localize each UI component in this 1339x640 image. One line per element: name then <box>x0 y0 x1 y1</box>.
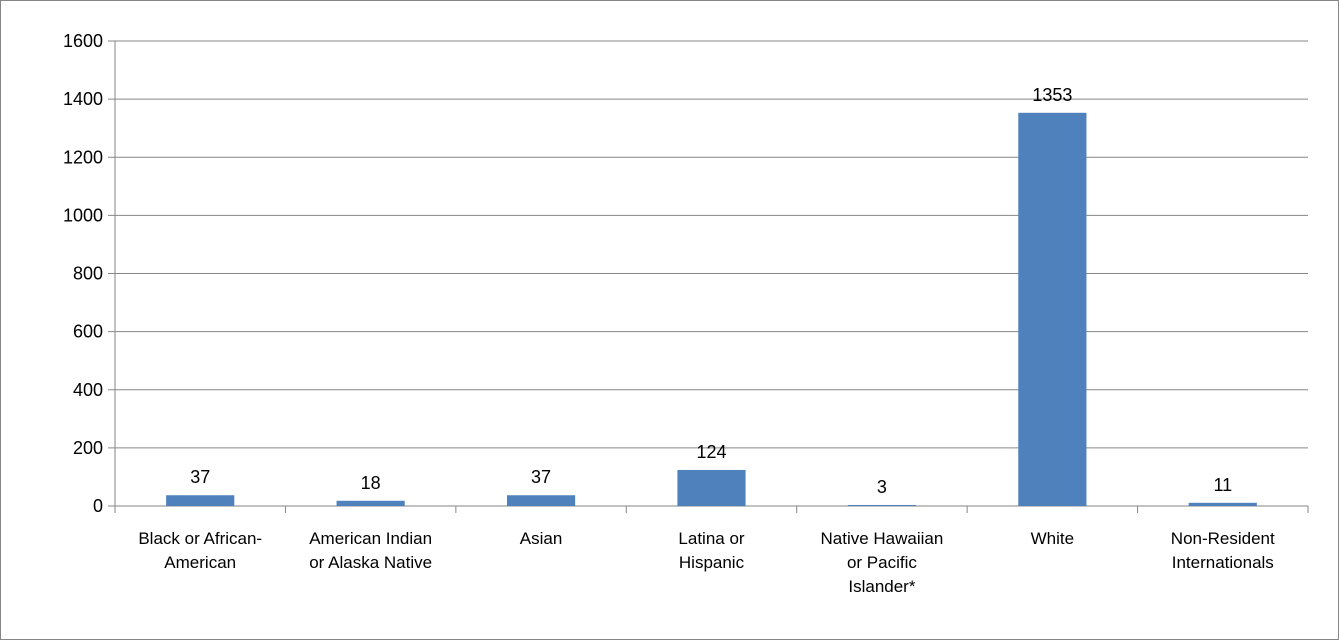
y-tick-label: 400 <box>73 380 103 400</box>
bar <box>677 469 746 506</box>
data-label: 11 <box>1213 475 1232 495</box>
bar <box>166 495 235 506</box>
data-label: 124 <box>696 442 726 462</box>
y-tick-label: 1600 <box>63 31 103 51</box>
data-label: 1353 <box>1032 85 1072 105</box>
bar <box>847 505 917 506</box>
data-label: 37 <box>531 467 551 487</box>
x-category-label: Black or African-American <box>138 529 262 572</box>
x-category-label: Asian <box>520 529 563 548</box>
y-tick-label: 800 <box>73 264 103 284</box>
bar <box>1188 502 1257 506</box>
y-tick-label: 1000 <box>63 205 103 225</box>
data-label: 18 <box>361 473 381 493</box>
data-label: 3 <box>877 477 887 497</box>
y-tick-label: 600 <box>73 322 103 342</box>
x-category-label: Non-Resident Internationals <box>1171 529 1275 572</box>
y-tick-label: 1400 <box>63 89 103 109</box>
bar <box>336 500 405 506</box>
x-category-label: American Indian or Alaska Native <box>309 529 432 572</box>
x-category-label: White <box>1031 529 1074 548</box>
y-tick-label: 1200 <box>63 147 103 167</box>
y-tick-label: 200 <box>73 438 103 458</box>
data-label: 37 <box>190 467 210 487</box>
bar <box>1018 112 1087 507</box>
x-category-label: Latina or Hispanic <box>678 529 744 572</box>
x-category-label: Native Hawaiian or Pacific Islander* <box>821 529 944 596</box>
y-tick-label: 0 <box>93 496 103 516</box>
bar <box>506 495 576 506</box>
